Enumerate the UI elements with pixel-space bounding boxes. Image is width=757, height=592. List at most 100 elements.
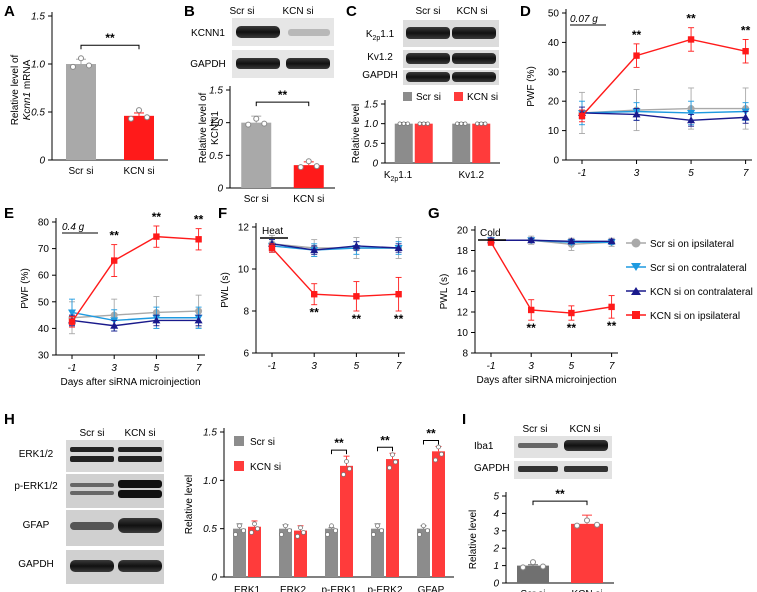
chart-h-ytick-label: 0.5 xyxy=(203,524,217,535)
blot-c-band xyxy=(406,53,450,64)
chart-e-point xyxy=(110,321,119,329)
chart-d-xtick-label: 3 xyxy=(634,168,640,179)
chart-i-sig-label: ** xyxy=(555,487,565,501)
chart-i-ytick-label: 1 xyxy=(493,561,499,572)
chart-g-xtick-label: 3 xyxy=(528,361,534,372)
legend-label-kcn-contra: KCN si on contralateral xyxy=(650,287,753,298)
legend-marker-scr-contra xyxy=(631,263,641,271)
chart-b-sig-bracket xyxy=(255,101,310,107)
chart-h-data-point xyxy=(249,530,254,535)
chart-g-sig-label: ** xyxy=(527,321,537,335)
chart-a-ytick-label: 0.5 xyxy=(31,108,45,119)
chart-d-series-line xyxy=(581,107,746,114)
chart-e-ytick-label: 40 xyxy=(38,324,50,335)
chart-h-bar xyxy=(386,459,399,577)
blot-h: Scr si KCN si ERK1/2 p-ERK1/2 GFAP GAPDH xyxy=(14,428,164,584)
chart-h-bar xyxy=(325,528,338,577)
chart-g-xtick-label: 7 xyxy=(609,361,615,372)
chart-a-xtick-label: KCN si xyxy=(123,166,154,177)
chart-g-sig-label: ** xyxy=(567,321,577,335)
chart-h-sig-bracket xyxy=(331,449,347,455)
chart-f-ytick-label: 12 xyxy=(238,223,250,234)
chart-d-point xyxy=(633,52,640,59)
chart-c-data-point xyxy=(421,121,426,126)
legend-marker-kcn-contra xyxy=(631,287,641,295)
chart-i-ytick-label: 3 xyxy=(493,526,499,537)
blot-h-band xyxy=(118,518,162,533)
chart-g-ytick-label: 18 xyxy=(457,246,469,257)
blot-c-group-1: Scr si xyxy=(416,6,441,17)
chart-e-ytick-label: 50 xyxy=(38,297,50,308)
chart-d-ylabel: PWF (%) xyxy=(526,66,537,107)
chart-h-bar xyxy=(371,528,384,577)
chart-b-data-point xyxy=(261,120,268,127)
chart-g-ytick-label: 16 xyxy=(457,267,469,278)
chart-d-point xyxy=(742,48,749,55)
panel-label-h: H xyxy=(4,411,15,428)
chart-h-data-point xyxy=(439,451,444,457)
chart-h-sig-bracket xyxy=(377,446,393,452)
blot-h-row-4: GAPDH xyxy=(18,559,54,570)
blot-i-band xyxy=(564,440,608,451)
chart-g-xlabel: Days after siRNA microinjection xyxy=(476,375,616,386)
chart-a-sig-bracket xyxy=(80,44,140,50)
chart-f-point xyxy=(310,246,319,254)
chart-c-ylabel: Relative level xyxy=(351,104,362,163)
chart-a-ytick-label: 0 xyxy=(39,156,45,167)
legend-lines: Scr si on ipsilateral Scr si on contrala… xyxy=(626,238,753,322)
panel-label-a: A xyxy=(4,3,15,20)
chart-e-sig-label: ** xyxy=(152,210,162,224)
chart-d-xtick-label: 5 xyxy=(688,168,694,179)
blot-b-band xyxy=(286,58,330,69)
chart-h-legend-label: Scr si xyxy=(250,437,275,448)
chart-i-data-point xyxy=(574,522,580,529)
blot-b-group-1: Scr si xyxy=(230,6,255,17)
blot-c-group-2: KCN si xyxy=(456,6,487,17)
chart-h-data-point xyxy=(436,444,441,450)
chart-e-point xyxy=(111,257,118,264)
chart-g-ylabel: PWL (s) xyxy=(439,274,450,310)
chart-h-data-point xyxy=(329,523,334,529)
blot-c-row-1: K2p1.1 xyxy=(366,29,395,42)
chart-e-xtick-label: 5 xyxy=(154,363,160,374)
chart-f-sig-label: ** xyxy=(310,306,320,320)
panel-label-g: G xyxy=(428,205,440,222)
chart-b-bar xyxy=(293,165,324,188)
chart-b-ytick-label: 1.5 xyxy=(209,86,223,97)
chart-g-sig-label: ** xyxy=(607,319,617,333)
chart-e-xtick-label: 7 xyxy=(196,363,202,374)
chart-a-data-point xyxy=(136,107,142,114)
chart-i-sig-bracket xyxy=(532,500,588,506)
chart-c-ytick-label: 0 xyxy=(372,159,378,170)
blot-b-row-1: KCNN1 xyxy=(191,28,225,39)
chart-f-ytick-label: 6 xyxy=(243,349,249,360)
chart-e-series-line xyxy=(71,235,199,323)
chart-h-data-point xyxy=(298,525,303,531)
chart-h-xtick-label: ERK1 xyxy=(234,585,261,592)
chart-g-ytick-label: 8 xyxy=(462,349,468,360)
chart-d-ytick-label: 30 xyxy=(548,67,560,78)
chart-d-sig-label: ** xyxy=(686,12,696,26)
chart-d-series-line xyxy=(581,112,746,122)
chart-h-data-point xyxy=(341,472,346,477)
chart-i-ylabel: Relative level xyxy=(468,510,479,569)
chart-h-data-point xyxy=(390,452,395,458)
chart-b-data-point xyxy=(305,158,312,165)
chart-h-data-point xyxy=(252,521,257,527)
chart-h-data-point xyxy=(379,528,384,533)
chart-c-ytick-label: 1.5 xyxy=(364,100,378,111)
chart-e-ylabel: PWF (%) xyxy=(20,268,31,309)
blot-h-band xyxy=(70,522,114,530)
chart-g-annotation: Cold xyxy=(480,228,501,239)
chart-h-bar xyxy=(248,526,261,577)
chart-h-bar xyxy=(432,451,445,577)
chart-c-data-point xyxy=(475,121,480,126)
legend-marker-scr-ipsi xyxy=(631,238,641,248)
chart-h-data-point xyxy=(421,523,426,529)
chart-b-ytick-label: 0.5 xyxy=(209,151,223,162)
chart-g-point xyxy=(567,237,576,245)
chart-c-data-point xyxy=(405,121,410,126)
chart-c-data-point xyxy=(397,121,402,126)
chart-f-xtick-label: 7 xyxy=(396,361,402,372)
chart-h-data-point xyxy=(301,530,306,535)
